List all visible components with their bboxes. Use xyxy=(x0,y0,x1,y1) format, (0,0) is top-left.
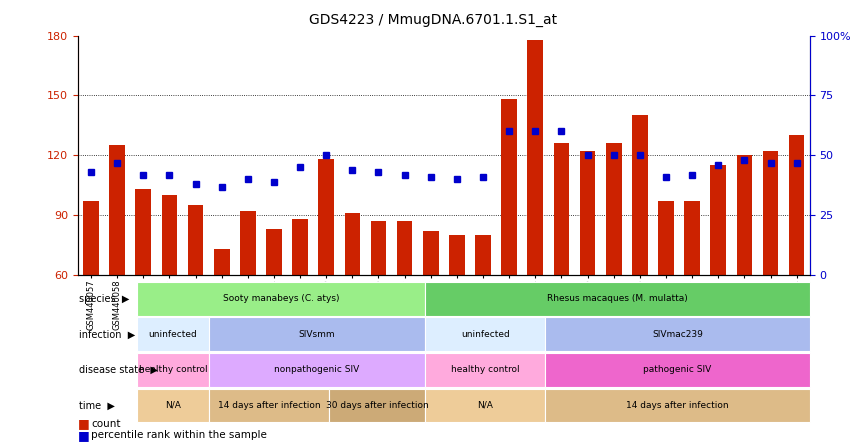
Bar xyxy=(606,143,622,275)
Bar xyxy=(546,388,810,422)
Bar xyxy=(736,155,753,275)
Bar xyxy=(266,229,281,275)
Bar xyxy=(425,353,546,387)
Bar xyxy=(658,202,674,275)
Bar xyxy=(449,235,465,275)
Bar xyxy=(292,219,308,275)
Bar xyxy=(789,135,805,275)
Bar xyxy=(137,282,425,316)
Text: uninfected: uninfected xyxy=(461,330,510,339)
Text: infection  ▶: infection ▶ xyxy=(79,329,135,339)
Text: species  ▶: species ▶ xyxy=(79,294,129,304)
Text: N/A: N/A xyxy=(165,401,181,410)
Bar xyxy=(546,353,810,387)
Text: healthy control: healthy control xyxy=(139,365,207,374)
Bar xyxy=(162,195,178,275)
Bar xyxy=(209,353,425,387)
Text: 14 days after infection: 14 days after infection xyxy=(626,401,729,410)
Text: GDS4223 / MmugDNA.6701.1.S1_at: GDS4223 / MmugDNA.6701.1.S1_at xyxy=(309,13,557,28)
Bar xyxy=(546,317,810,351)
Bar xyxy=(188,205,204,275)
Bar xyxy=(137,317,209,351)
Bar xyxy=(425,282,810,316)
Text: Sooty manabeys (C. atys): Sooty manabeys (C. atys) xyxy=(223,294,339,303)
Bar xyxy=(710,165,726,275)
Bar xyxy=(632,115,648,275)
Bar xyxy=(763,151,779,275)
Bar xyxy=(137,388,209,422)
Text: ■: ■ xyxy=(78,428,90,442)
Text: disease state  ▶: disease state ▶ xyxy=(79,365,158,375)
Text: ■: ■ xyxy=(78,417,90,431)
Bar xyxy=(553,143,569,275)
Text: healthy control: healthy control xyxy=(451,365,520,374)
Bar xyxy=(209,388,329,422)
Bar xyxy=(137,353,209,387)
Text: uninfected: uninfected xyxy=(148,330,197,339)
Bar xyxy=(135,189,151,275)
Bar xyxy=(109,146,125,275)
Text: nonpathogenic SIV: nonpathogenic SIV xyxy=(275,365,359,374)
Bar xyxy=(214,250,229,275)
Text: 14 days after infection: 14 days after infection xyxy=(217,401,320,410)
Bar xyxy=(240,211,255,275)
Text: time  ▶: time ▶ xyxy=(79,400,114,410)
Bar xyxy=(397,221,412,275)
Bar xyxy=(527,40,543,275)
Bar xyxy=(345,214,360,275)
Bar xyxy=(83,202,99,275)
Text: SIVsmm: SIVsmm xyxy=(299,330,335,339)
Bar xyxy=(425,317,546,351)
Bar xyxy=(684,202,700,275)
Bar xyxy=(425,388,546,422)
Bar xyxy=(319,159,334,275)
Text: count: count xyxy=(91,419,120,429)
Text: percentile rank within the sample: percentile rank within the sample xyxy=(91,430,267,440)
Text: pathogenic SIV: pathogenic SIV xyxy=(643,365,712,374)
Bar xyxy=(501,99,517,275)
Bar xyxy=(475,235,491,275)
Text: N/A: N/A xyxy=(477,401,494,410)
Bar xyxy=(329,388,425,422)
Bar xyxy=(209,317,425,351)
Text: 30 days after infection: 30 days after infection xyxy=(326,401,429,410)
Bar xyxy=(579,151,596,275)
Bar xyxy=(371,221,386,275)
Bar xyxy=(423,231,438,275)
Text: SIVmac239: SIVmac239 xyxy=(652,330,703,339)
Text: Rhesus macaques (M. mulatta): Rhesus macaques (M. mulatta) xyxy=(547,294,688,303)
